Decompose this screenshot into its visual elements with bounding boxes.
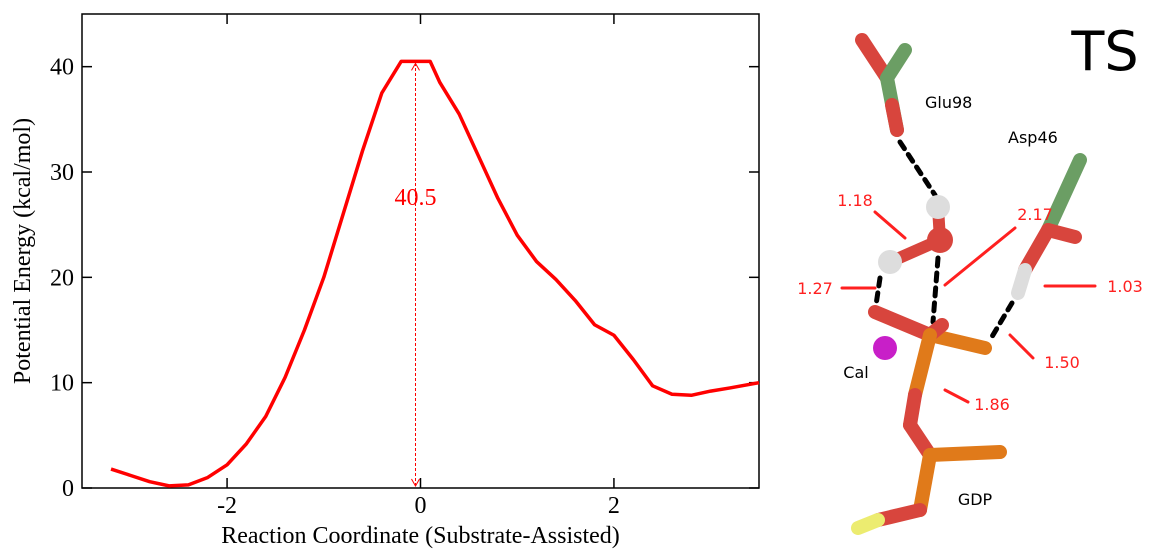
y-tick-label: 10 [50,371,74,397]
x-tick-label: 2 [608,493,620,519]
distance-label: 1.86 [974,395,1010,414]
distance-label: 2.17 [1017,205,1053,224]
y-tick-label: 0 [62,476,74,502]
residue-label: Asp46 [1008,128,1058,147]
molecule [842,40,1095,528]
figure: TS Glu98 Asp46 1.18 2.17 1.27 1.03 1.50 … [0,0,1152,550]
distance-label: 1.27 [797,279,833,298]
molecule-label: GDP [958,490,993,509]
distance-label: 1.18 [837,191,873,210]
y-tick-label: 40 [50,55,74,81]
distance-label: 1.03 [1107,277,1143,296]
y-tick-label: 20 [50,265,74,291]
page: TS Glu98 Asp46 1.18 2.17 1.27 1.03 1.50 … [0,0,1152,550]
panel-title: TS [1070,20,1138,83]
y-tick-label: 30 [50,160,74,186]
x-tick-label: -2 [217,493,237,519]
distance-label: 1.50 [1044,353,1080,372]
residue-label: Glu98 [925,93,972,112]
x-tick-label: 0 [415,493,427,519]
y-axis-label: Potential Energy (kcal/mol) [10,118,36,384]
annotation: 40.5 [395,185,437,211]
plot-frame [82,14,759,488]
x-axis-label: Reaction Coordinate (Substrate-Assisted) [221,523,620,549]
data-line [111,61,759,485]
atom-label: Cal [843,363,868,382]
chart: 0 10 20 30 40 -2 0 2 Reaction Coordinate (Substr… [10,14,759,549]
